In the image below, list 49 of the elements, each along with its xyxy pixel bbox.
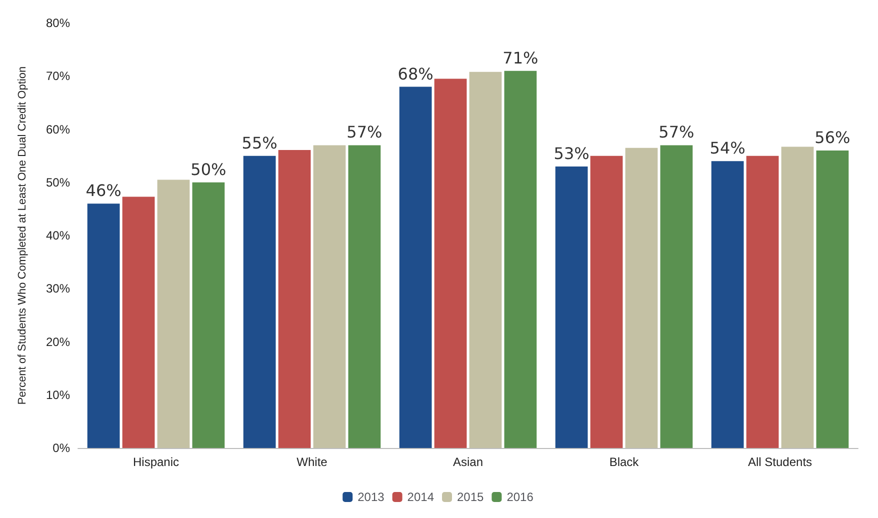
data-label: 57% xyxy=(346,122,382,142)
x-tick-label: All Students xyxy=(748,455,812,469)
bar xyxy=(348,145,381,448)
y-tick-label: 80% xyxy=(46,16,70,30)
bar xyxy=(555,166,588,448)
bar xyxy=(399,86,432,448)
y-tick-label: 40% xyxy=(46,228,70,242)
y-tick-label: 30% xyxy=(46,282,70,296)
x-tick-label: Black xyxy=(609,455,640,469)
bar xyxy=(746,156,779,448)
y-axis-title: Percent of Students Who Completed at Least One Dual Credit Option xyxy=(16,66,28,405)
x-tick-label: White xyxy=(296,455,328,469)
bar xyxy=(157,180,190,448)
data-label: 71% xyxy=(502,48,538,68)
bar xyxy=(434,78,467,448)
data-label: 55% xyxy=(242,133,278,152)
y-tick-label: 50% xyxy=(46,175,70,190)
bar xyxy=(122,196,155,448)
bar xyxy=(660,145,693,448)
bar xyxy=(469,72,502,448)
bar xyxy=(87,204,120,448)
data-label: 46% xyxy=(86,181,122,200)
y-tick-label: 20% xyxy=(46,334,70,349)
bar xyxy=(504,70,537,448)
bar xyxy=(590,156,623,448)
y-tick-label: 10% xyxy=(46,388,70,402)
data-label: 53% xyxy=(554,144,590,163)
bar xyxy=(711,161,744,448)
x-tick-label: Hispanic xyxy=(132,455,180,469)
bar xyxy=(816,150,849,448)
legend-label: 2015 xyxy=(457,490,484,504)
bar xyxy=(243,156,276,448)
data-label: 50% xyxy=(190,160,226,179)
bar xyxy=(313,145,346,448)
y-tick-label: 70% xyxy=(46,69,70,84)
data-label: 54% xyxy=(710,138,746,158)
legend-label: 2016 xyxy=(506,490,534,504)
bar xyxy=(781,146,814,448)
legend-label: 2013 xyxy=(358,490,385,504)
data-label: 68% xyxy=(398,64,434,84)
bar xyxy=(192,182,225,448)
bar xyxy=(278,150,311,448)
data-label: 56% xyxy=(814,128,850,147)
legend-label: 2014 xyxy=(407,490,434,504)
data-label: 57% xyxy=(658,122,694,142)
bar xyxy=(625,148,658,448)
y-tick-label: 60% xyxy=(46,122,70,136)
x-tick-label: Asian xyxy=(452,455,484,469)
y-tick-label: 0% xyxy=(52,441,70,455)
